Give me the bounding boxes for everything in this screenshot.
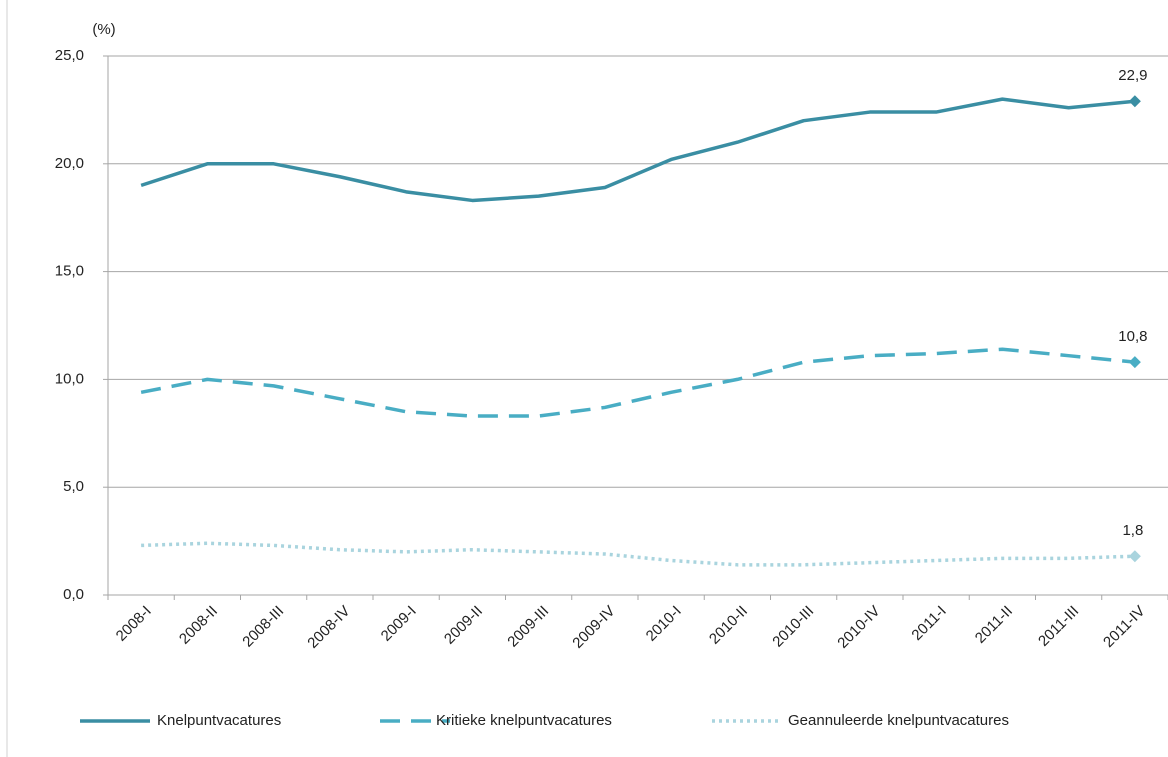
legend-label: Knelpuntvacatures — [157, 712, 281, 729]
x-tick-label: 2011-IV — [1100, 603, 1148, 651]
y-tick-label: 25,0 — [55, 47, 84, 64]
x-tick-label: 2010-I — [643, 603, 685, 645]
x-tick-label: 2008-I — [113, 603, 155, 645]
legend-label: Kritieke knelpuntvacatures — [436, 712, 612, 729]
y-tick-label: 5,0 — [63, 478, 84, 495]
x-tick-label: 2011-I — [908, 603, 949, 644]
series-line — [140, 347, 1136, 418]
series-line — [141, 541, 1135, 567]
x-tick-label: 2010-III — [769, 603, 817, 651]
x-tick-label: 2008-II — [176, 603, 221, 648]
point-marker — [1128, 356, 1141, 369]
x-tick-label: 2011-II — [972, 603, 1016, 647]
y-tick-label: 15,0 — [55, 263, 84, 280]
y-tick-label: 0,0 — [63, 586, 84, 603]
x-tick-label: 2009-III — [504, 603, 552, 651]
x-tick-label: 2011-III — [1035, 603, 1082, 650]
data-label: 22,9 — [1118, 67, 1147, 84]
y-tick-label: 20,0 — [55, 155, 84, 172]
x-tick-label: 2008-IV — [304, 603, 353, 652]
series-line — [140, 97, 1136, 203]
data-label: 10,8 — [1118, 328, 1147, 345]
point-marker — [1128, 550, 1141, 563]
x-tick-label: 2009-IV — [569, 603, 618, 652]
x-tick-label: 2009-II — [441, 603, 486, 648]
x-tick-label: 2010-IV — [834, 603, 883, 652]
point-marker — [1128, 95, 1141, 108]
data-label: 1,8 — [1122, 522, 1143, 539]
y-axis-label: (%) — [92, 21, 115, 38]
x-tick-label: 2008-III — [239, 603, 287, 651]
legend-label: Geannuleerde knelpuntvacatures — [788, 712, 1009, 729]
y-tick-label: 10,0 — [55, 370, 84, 387]
x-tick-label: 2009-I — [378, 603, 420, 645]
x-tick-label: 2010-II — [706, 603, 751, 648]
